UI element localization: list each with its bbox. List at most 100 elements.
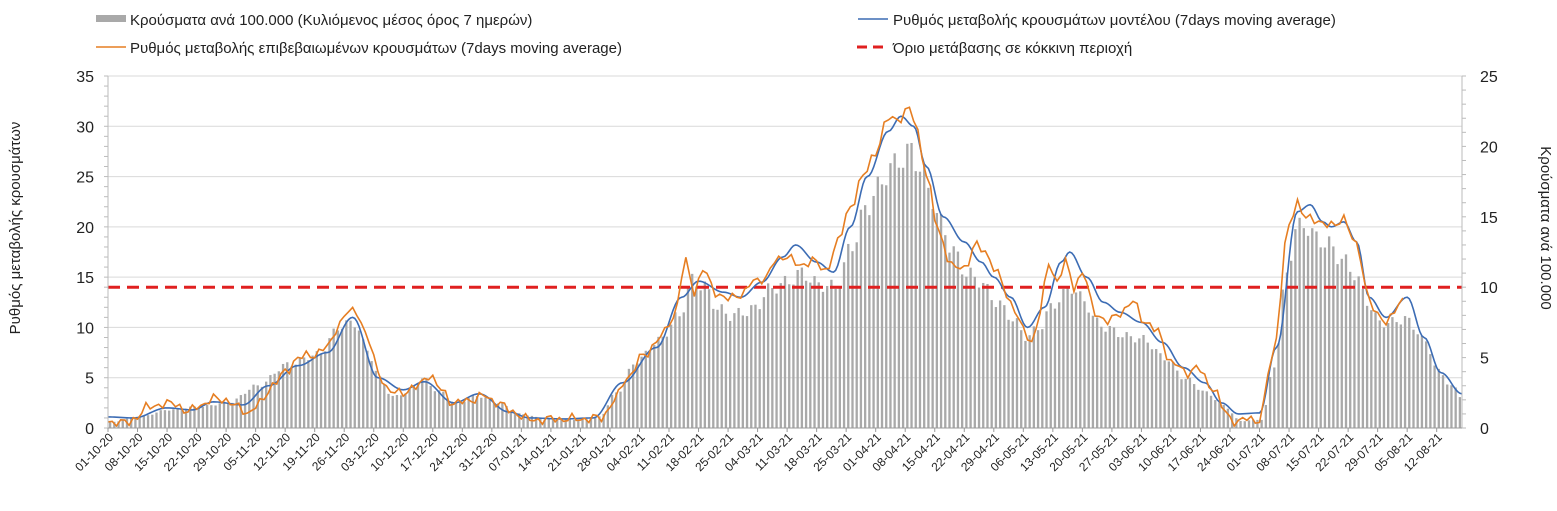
bar — [1378, 320, 1381, 428]
bar — [885, 185, 888, 428]
bar — [463, 401, 466, 428]
bar — [1374, 312, 1377, 428]
confirmed-line — [107, 106, 1404, 428]
bar — [286, 362, 289, 428]
bar — [636, 363, 639, 428]
bar — [408, 388, 411, 428]
bar — [1150, 349, 1154, 428]
bar — [1007, 319, 1010, 428]
legend-label-bars: Κρούσματα ανά 100.000 (Κυλιόμενος μέσος … — [130, 12, 532, 29]
bar — [1079, 291, 1082, 428]
bar — [366, 350, 369, 428]
bar — [1403, 316, 1407, 428]
bar — [1176, 370, 1179, 428]
bar — [319, 353, 323, 428]
bar — [210, 405, 213, 428]
bar — [429, 385, 432, 428]
bar — [986, 283, 989, 428]
bar — [1408, 317, 1411, 428]
bar — [572, 419, 576, 428]
bar — [248, 389, 251, 428]
bar — [425, 378, 428, 428]
bar — [556, 419, 559, 428]
bar — [142, 415, 146, 428]
bar — [648, 350, 652, 428]
bar — [273, 373, 276, 428]
bar — [450, 401, 453, 428]
bar — [1041, 329, 1044, 428]
bar — [589, 418, 593, 428]
bar — [876, 176, 879, 428]
bar — [298, 357, 302, 428]
y-tick-right: 5 — [1480, 351, 1489, 368]
bar — [349, 320, 352, 428]
bar — [973, 276, 976, 428]
bar — [1273, 367, 1276, 428]
bar — [948, 252, 951, 428]
bar — [184, 408, 188, 428]
bar — [1370, 310, 1373, 428]
bar — [205, 405, 209, 428]
bar — [159, 410, 162, 428]
bar — [1399, 324, 1402, 428]
bar — [484, 397, 487, 428]
bar — [838, 287, 841, 428]
bar — [1155, 349, 1158, 428]
bar — [526, 415, 529, 428]
bar — [1045, 311, 1048, 428]
bar — [218, 403, 221, 428]
bar — [387, 393, 390, 428]
bar — [1256, 419, 1259, 428]
bar — [412, 385, 415, 428]
bar — [374, 370, 378, 428]
bar — [817, 282, 820, 428]
bar — [994, 307, 998, 428]
bar — [1184, 378, 1187, 428]
bar — [1062, 288, 1065, 428]
bar — [762, 297, 766, 428]
bar — [931, 208, 934, 428]
bar — [340, 328, 344, 428]
bar — [362, 339, 365, 428]
bar — [497, 403, 500, 428]
bar — [657, 336, 660, 428]
bar — [1108, 325, 1111, 428]
bar — [231, 402, 234, 428]
bar — [1365, 305, 1369, 428]
y-tick-left: 10 — [76, 320, 94, 337]
bar — [851, 251, 854, 428]
bar — [1142, 334, 1145, 428]
bar — [712, 308, 715, 428]
bar — [1357, 276, 1360, 428]
bar — [960, 274, 964, 428]
bar — [847, 243, 850, 428]
bar — [1395, 322, 1398, 428]
bar — [792, 284, 795, 428]
bar — [699, 290, 702, 428]
bar — [108, 422, 112, 428]
bar — [1214, 400, 1217, 428]
bar — [378, 376, 382, 428]
bar — [353, 327, 356, 428]
bar — [1277, 343, 1280, 428]
bar — [1104, 331, 1107, 428]
bar — [370, 361, 373, 428]
bar — [1298, 217, 1301, 428]
bar — [1133, 342, 1137, 428]
bar — [277, 371, 280, 428]
bar — [644, 350, 647, 428]
bar — [918, 171, 922, 428]
bar — [1205, 391, 1208, 428]
bar — [889, 163, 892, 428]
bar — [610, 394, 614, 428]
bar — [935, 213, 939, 428]
bar — [1032, 326, 1036, 428]
bar — [1285, 272, 1289, 428]
bar — [336, 330, 340, 428]
bar — [686, 286, 690, 428]
bar — [214, 405, 217, 428]
bar — [901, 167, 905, 428]
bar — [357, 330, 361, 428]
bar — [826, 285, 829, 428]
